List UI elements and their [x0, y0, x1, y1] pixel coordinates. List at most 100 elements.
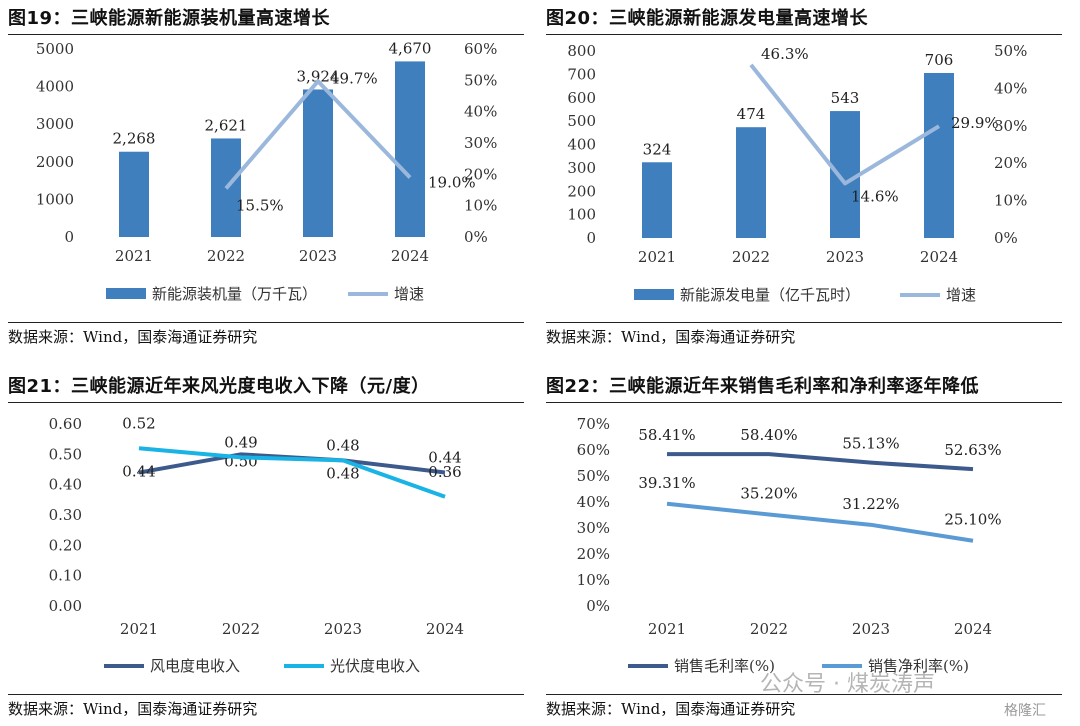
y2-tick-label: 20% — [994, 154, 1027, 172]
y2-tick-label: 20% — [464, 165, 497, 183]
data-value-label: 0.48 — [326, 464, 359, 482]
data-value-label: 0.49 — [224, 433, 257, 451]
data-value-label: 0.44 — [122, 463, 155, 481]
y-tick-label: 500 — [567, 112, 596, 130]
watermark-logo: 格隆汇 — [1004, 703, 1046, 719]
chart-panel-installed-capacity: 图19：三峡能源新能源装机量高速增长 0 1000 2000 3000 4000 5000… — [8, 4, 524, 350]
bar-line-chart-capacity: 0 1000 2000 3000 4000 5000 0% 10% 20% 30% 40% 50% 60… — [36, 39, 498, 303]
y-tick-label: 4000 — [36, 78, 74, 96]
series-line — [666, 452, 974, 472]
y-tick-label: 800 — [567, 42, 596, 60]
y2-tick-label: 30% — [464, 134, 497, 152]
source-divider — [546, 694, 1062, 695]
y-tick-label: 30% — [577, 519, 610, 537]
y-tick-label: 1000 — [36, 190, 74, 208]
chart-title: 图20：三峡能源新能源发电量高速增长 — [546, 8, 869, 29]
chart-source: 数据来源：Wind，国泰海通证券研究 — [8, 328, 258, 346]
data-value-label: 58.41% — [638, 426, 695, 444]
watermark-text: 公众号 · 煤炭涛声 — [760, 672, 935, 697]
y2-tick-label: 30% — [994, 117, 1027, 135]
growth-value-label: 19.0% — [428, 173, 476, 191]
x-tick-label: 2024 — [920, 248, 958, 266]
y-tick-label: 2000 — [36, 153, 74, 171]
bar — [736, 127, 766, 238]
growth-line — [749, 63, 941, 186]
source-divider — [8, 694, 524, 695]
y-tick-label: 0.40 — [49, 476, 82, 494]
x-tick-label: 2021 — [648, 620, 686, 638]
legend-label: 增速 — [946, 286, 976, 304]
data-value-label: 58.40% — [740, 426, 797, 444]
source-divider — [8, 322, 524, 323]
x-tick-label: 2022 — [222, 620, 260, 638]
chart-source: 数据来源：Wind，国泰海通证券研究 — [546, 700, 796, 718]
bar — [395, 61, 425, 238]
y-tick-label: 400 — [567, 136, 596, 154]
bar-value-label: 3,924 — [297, 67, 340, 85]
x-tick-label: 2022 — [750, 620, 788, 638]
legend-label: 风电度电收入 — [150, 657, 240, 675]
y-tick-label: 5000 — [36, 40, 74, 58]
title-divider — [546, 34, 1062, 35]
growth-value-label: 15.5% — [236, 196, 284, 214]
x-tick-label: 2021 — [638, 248, 676, 266]
bar — [642, 162, 672, 238]
bar-value-label: 474 — [737, 105, 766, 123]
bar — [924, 72, 954, 238]
data-value-label: 39.31% — [638, 474, 695, 492]
legend-label: 新能源发电量（亿千瓦时） — [680, 286, 860, 304]
source-divider — [546, 322, 1062, 323]
chart-source: 数据来源：Wind，国泰海通证券研究 — [546, 328, 796, 346]
y-tick-label: 3000 — [36, 115, 74, 133]
data-value-label: 0.36 — [428, 463, 461, 481]
y-tick-label: 600 — [567, 89, 596, 107]
y-tick-label: 0% — [586, 597, 610, 615]
data-value-label: 0.52 — [122, 414, 155, 432]
y-tick-label: 300 — [567, 159, 596, 177]
y-tick-label: 0.60 — [49, 415, 82, 433]
x-tick-label: 2023 — [299, 247, 337, 265]
y-tick-label: 0 — [586, 229, 596, 247]
x-tick-label: 2021 — [120, 620, 158, 638]
y-tick-label: 0 — [64, 228, 74, 246]
series-line — [666, 501, 974, 543]
y2-tick-label: 10% — [994, 192, 1027, 210]
line-chart-unit-revenue: 0.00 0.10 0.20 0.30 0.40 0.50 0.60 2021 2022 2023… — [49, 414, 465, 675]
y-tick-label: 700 — [567, 65, 596, 83]
y-tick-label: 0.10 — [49, 567, 82, 585]
title-divider — [8, 402, 524, 403]
y-tick-label: 20% — [577, 545, 610, 563]
bar-value-label: 2,621 — [205, 116, 248, 134]
y2-tick-label: 10% — [464, 197, 497, 215]
legend-bar-swatch — [106, 288, 146, 299]
y-tick-label: 0.30 — [49, 506, 82, 524]
y2-tick-label: 50% — [994, 42, 1027, 60]
y-tick-label: 0.00 — [49, 597, 82, 615]
y2-tick-label: 60% — [464, 40, 497, 58]
growth-value-label: 49.7% — [330, 69, 378, 87]
x-tick-label: 2024 — [426, 620, 464, 638]
y-tick-label: 100 — [567, 206, 596, 224]
x-tick-label: 2023 — [852, 620, 890, 638]
data-value-label: 52.63% — [944, 441, 1001, 459]
y2-tick-label: 0% — [464, 228, 488, 246]
growth-line — [224, 79, 412, 190]
bar-line-chart-generation: 0 100 200 300 400 500 600 700 800 0% 10% 20% 30% 40% 5… — [567, 42, 1027, 304]
series-line — [138, 446, 446, 499]
y-tick-label: 70% — [577, 415, 610, 433]
title-divider — [8, 34, 524, 35]
bar-value-label: 4,670 — [389, 39, 432, 57]
chart-title: 图19：三峡能源新能源装机量高速增长 — [8, 8, 331, 29]
chart-panel-generation: 图20：三峡能源新能源发电量高速增长 0 100 200 300 400 500 600 70… — [546, 4, 1062, 350]
x-tick-label: 2024 — [954, 620, 992, 638]
bar-value-label: 706 — [925, 51, 954, 69]
bar — [830, 111, 860, 238]
data-value-label: 55.13% — [842, 435, 899, 453]
chart-panel-margins: 图22：三峡能源近年来销售毛利率和净利率逐年降低 0% 10% 20% 30% 40% 5… — [546, 372, 1062, 722]
growth-value-label: 14.6% — [851, 187, 899, 205]
y-tick-label: 60% — [577, 441, 610, 459]
title-divider — [546, 402, 1062, 403]
x-tick-label: 2022 — [732, 248, 770, 266]
x-tick-label: 2023 — [324, 620, 362, 638]
bar-value-label: 324 — [643, 140, 672, 158]
